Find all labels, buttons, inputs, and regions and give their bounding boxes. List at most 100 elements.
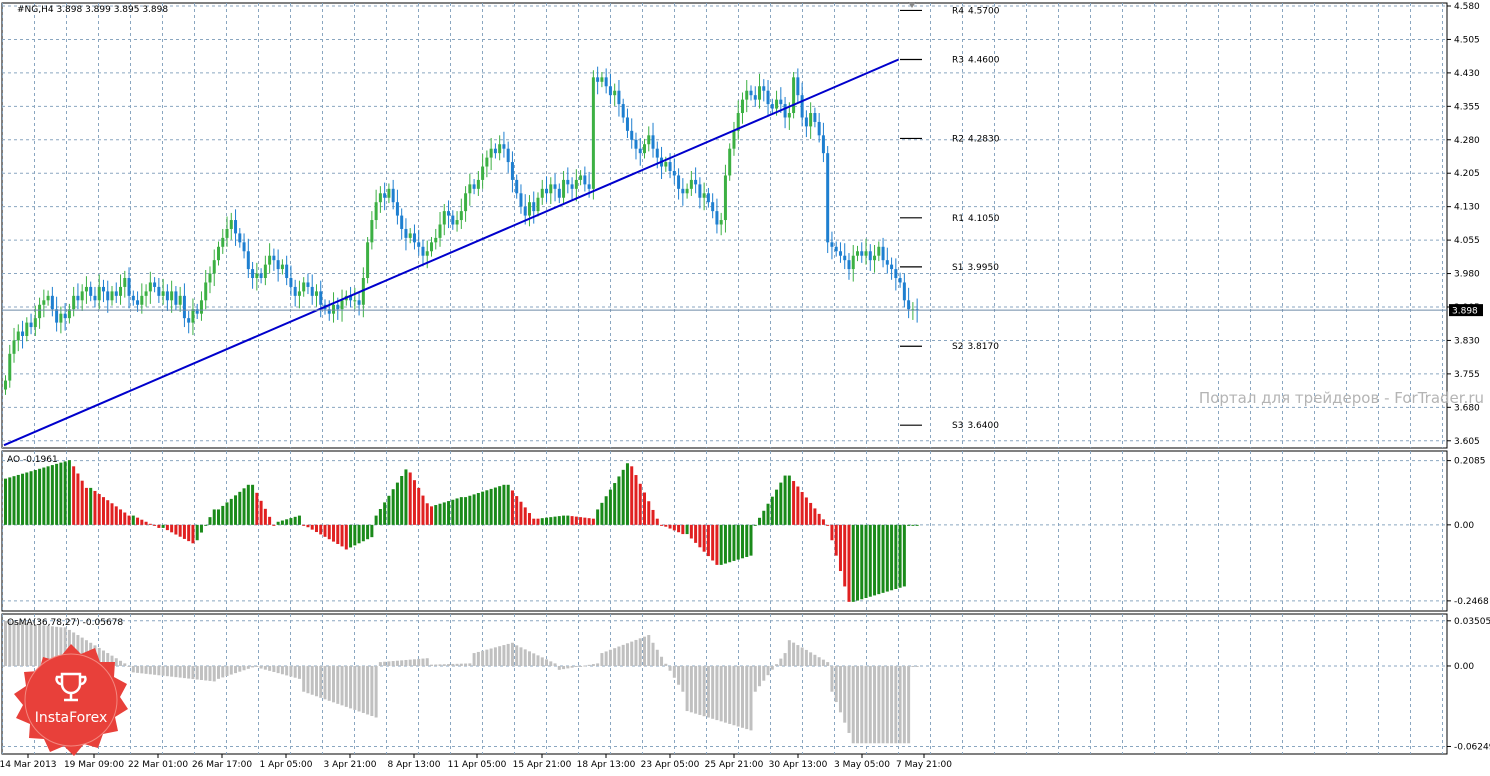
candle-bear [519, 193, 523, 207]
ao-y-tick-label: 0.00 [1454, 521, 1474, 531]
ao-bar [634, 475, 638, 525]
osma-bar [681, 665, 685, 692]
osma-bar [319, 665, 323, 698]
ao-bar [625, 463, 629, 525]
osma-bar [459, 663, 463, 666]
osma-bar [753, 665, 757, 692]
ao-bar [476, 493, 480, 525]
ao-bar [562, 515, 566, 525]
osma-bar [847, 665, 851, 733]
x-tick-label: 18 Apr 13:00 [577, 760, 636, 770]
osma-bar [804, 649, 808, 666]
osma-bar [285, 665, 289, 676]
ao-bar [698, 524, 702, 548]
osma-bar [110, 655, 114, 666]
x-tick-label: 1 Apr 05:00 [260, 760, 313, 770]
osma-bar [860, 665, 864, 744]
ao-bar [195, 524, 199, 541]
ao-bar [796, 486, 800, 525]
ao-bar [153, 524, 157, 526]
ao-bar [532, 518, 536, 525]
osma-bar [732, 665, 736, 726]
candle-bear [63, 313, 67, 319]
ao-bar [685, 524, 689, 535]
osma-bar [344, 665, 348, 707]
osma-bar [758, 665, 762, 687]
osma-bar [242, 665, 246, 671]
osma-bar [8, 621, 12, 666]
ao-bar [319, 524, 323, 535]
candle-bull [366, 242, 370, 279]
candle-bear [800, 95, 804, 118]
osma-bar [195, 665, 199, 680]
symbol-header: #NG,H4 3.898 3.899 3.895 3.898 [17, 5, 168, 15]
ao-bar [843, 524, 847, 587]
osma-bar [80, 637, 84, 666]
ao-bar [59, 462, 63, 525]
ao-bar [915, 524, 919, 526]
ao-bar [425, 503, 429, 525]
ao-bar [119, 509, 123, 525]
ao-bar [297, 515, 301, 525]
osma-bar [106, 653, 110, 666]
ao-bar [182, 524, 186, 539]
ao-bar [310, 524, 314, 530]
candle-bull [4, 380, 7, 390]
ao-bar [430, 506, 433, 525]
y-tick-label: 4.205 [1454, 169, 1480, 179]
osma-bar [821, 659, 825, 666]
candle-bear [817, 121, 821, 136]
osma-bar [532, 653, 536, 666]
osma-bar [165, 665, 169, 677]
osma-bar [16, 622, 20, 666]
candle-bear [472, 184, 476, 189]
osma-bar [890, 665, 894, 744]
osma-bar [378, 662, 382, 666]
osma-bar [114, 658, 118, 666]
ao-bar [536, 518, 540, 525]
ao-bar [366, 524, 370, 540]
instaforex-logo[interactable]: InstaForex [8, 642, 134, 760]
osma-y-tick-label: -0.06249 [1454, 742, 1490, 752]
candle-bear [421, 246, 425, 256]
candle-bear [587, 184, 591, 189]
candle-bull [123, 278, 127, 287]
ao-bar [101, 497, 105, 525]
osma-bar [762, 665, 766, 681]
watermark: Портал для трейдеров - ForTrader.ru [1199, 389, 1484, 407]
osma-bar [263, 665, 267, 670]
candle-bear [242, 242, 246, 252]
candle-bull [600, 77, 604, 82]
osma-bar [412, 659, 416, 666]
ao-bar [16, 474, 20, 525]
osma-bar [12, 621, 16, 666]
osma-bar [736, 665, 740, 727]
ao-bar [847, 524, 851, 602]
osma-bar [25, 623, 29, 666]
osma-bar [783, 653, 787, 666]
osma-bar [834, 665, 838, 703]
ao-bar [314, 524, 318, 533]
osma-bar [881, 665, 885, 744]
candle-bull [476, 179, 480, 189]
candle-bear [165, 291, 169, 301]
candle-bull [438, 224, 442, 238]
candle-bear [826, 153, 830, 243]
osma-bar [314, 665, 318, 697]
x-tick-label: 15 Apr 21:00 [513, 760, 572, 770]
candle-bull [212, 260, 216, 274]
ao-bar [285, 519, 289, 525]
osma-bar [476, 651, 480, 666]
ao-bar [46, 466, 50, 525]
osma-bar [838, 665, 842, 713]
pivot-label-r4: R4 4.5700 [952, 6, 1000, 16]
osma-bar [570, 665, 574, 668]
osma-bar [50, 626, 54, 666]
ao-bar [370, 524, 374, 538]
candle-bull [204, 282, 208, 301]
candle-bear [766, 90, 770, 105]
osma-bar [387, 661, 391, 666]
osma-bar [442, 664, 446, 666]
